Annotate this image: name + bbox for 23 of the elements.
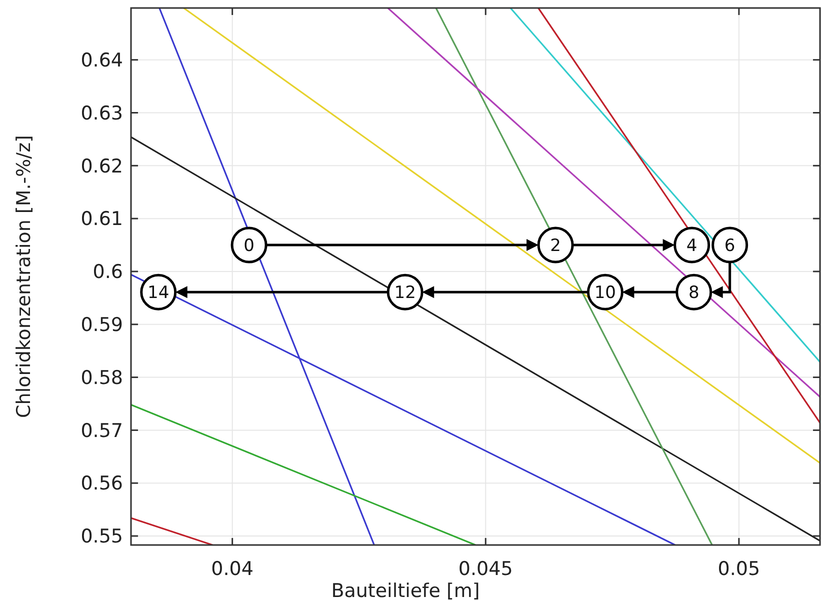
- y-tick-label: 0.57: [80, 420, 123, 442]
- x-tick-label: 0.04: [211, 558, 254, 580]
- y-tick-label: 0.64: [80, 50, 123, 72]
- y-tick-label: 0.56: [80, 472, 123, 495]
- annotation: 0: [244, 236, 254, 256]
- annotation: 12: [394, 283, 416, 304]
- x-tick-label: 0.045: [458, 558, 513, 580]
- x-tick-label: 0.05: [718, 558, 760, 580]
- annotation: 10: [594, 283, 616, 304]
- annotation: 6: [724, 236, 736, 256]
- y-tick-label: 0.63: [80, 102, 123, 124]
- y-tick-label: 0.61: [80, 208, 123, 230]
- annotation: 4: [686, 236, 698, 256]
- y-tick-label: 0.59: [80, 314, 123, 336]
- y-axis-title: Chloridkonzentration [M.-%/z]: [13, 135, 35, 418]
- y-tick-label: 0.6: [92, 261, 123, 284]
- annotation: 14: [148, 283, 170, 304]
- annotation: 2: [550, 236, 561, 256]
- annotation: 8: [688, 283, 700, 304]
- y-tick-label: 0.58: [80, 366, 123, 389]
- x-axis-title: Bauteiltiefe [m]: [331, 580, 480, 601]
- y-tick-label: 0.62: [80, 155, 123, 178]
- y-tick-label: 0.55: [80, 526, 123, 548]
